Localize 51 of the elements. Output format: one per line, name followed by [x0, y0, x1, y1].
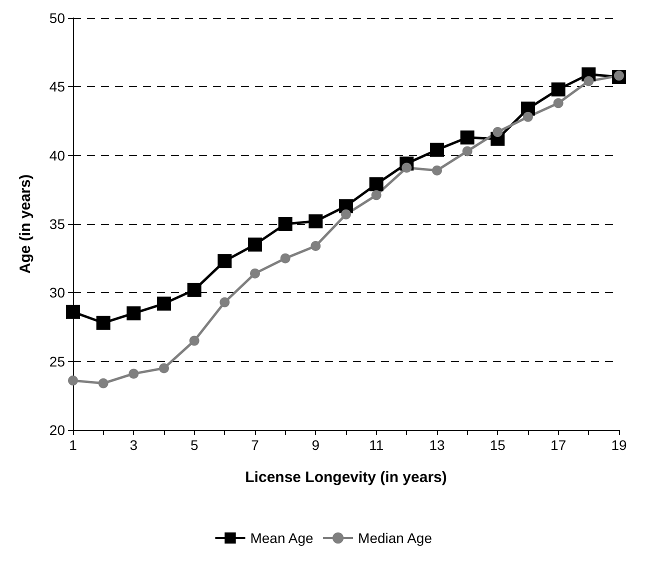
x-tick-label: 17 [550, 437, 566, 453]
x-tick-label: 7 [251, 437, 260, 453]
point [248, 238, 262, 252]
x-axis-title: License Longevity (in years) [245, 469, 447, 486]
x-tick-label: 3 [130, 437, 138, 453]
x-tick-label: 19 [611, 437, 627, 453]
point [430, 142, 444, 157]
point [308, 214, 323, 228]
point [551, 82, 566, 96]
point [432, 165, 442, 176]
point [369, 177, 384, 192]
point [278, 217, 292, 231]
point [96, 316, 110, 330]
y-tick-label: 20 [49, 422, 66, 438]
y-tick-label: 35 [49, 216, 66, 232]
point [128, 368, 139, 379]
x-tick-label: 5 [190, 437, 198, 453]
y-tick-label: 50 [49, 10, 66, 26]
point [159, 363, 169, 374]
x-tick-label: 1 [69, 437, 78, 453]
y-axis-title: Age (in years) [17, 174, 34, 274]
legend-label: Mean Age [250, 530, 314, 546]
y-tick-label: 40 [49, 147, 66, 164]
point [250, 268, 260, 278]
point [157, 296, 171, 311]
legend-label: Median Age [358, 530, 432, 546]
y-tick-label: 25 [49, 353, 66, 370]
point [492, 126, 503, 137]
point [462, 146, 472, 156]
y-tick-label: 30 [49, 284, 66, 301]
y-tick-label: 45 [49, 78, 66, 95]
point [220, 297, 230, 308]
x-tick-label: 13 [429, 437, 445, 453]
x-tick-label: 15 [490, 437, 506, 453]
point [189, 336, 200, 346]
point [187, 282, 202, 297]
point [98, 378, 108, 388]
point [218, 254, 232, 268]
x-tick-label: 11 [369, 437, 384, 453]
x-tick-label: 9 [312, 437, 320, 453]
point [553, 98, 564, 108]
point [523, 112, 533, 122]
point [341, 209, 351, 220]
point [280, 253, 290, 264]
point [66, 304, 80, 319]
point [68, 376, 78, 386]
point [584, 76, 594, 86]
point [126, 306, 141, 320]
point [310, 240, 321, 251]
point [460, 130, 474, 144]
point [371, 190, 382, 200]
